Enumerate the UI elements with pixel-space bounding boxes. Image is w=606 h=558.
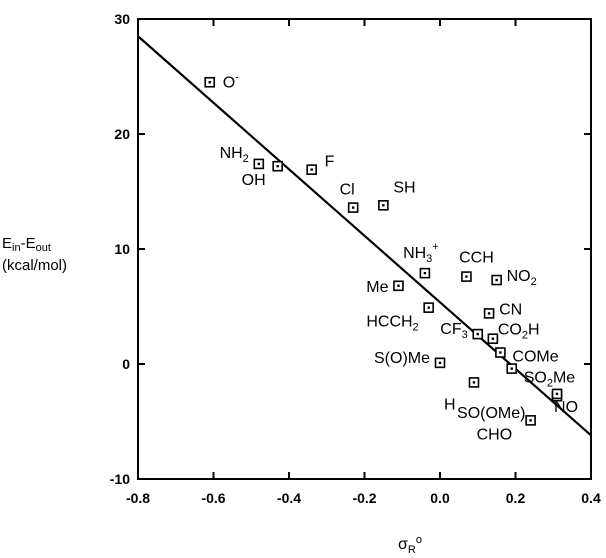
point-label: SO2Me: [524, 370, 576, 390]
y-tick-label: 0: [122, 356, 130, 372]
data-point-center: [438, 361, 442, 365]
data-point-center: [208, 81, 211, 84]
x-tick-label: 0.2: [506, 490, 526, 506]
y-axis-label-in-sub: in: [12, 242, 21, 254]
data-point-center: [529, 419, 532, 422]
point-label: F: [325, 154, 335, 171]
data-point-center: [351, 206, 355, 209]
point-label: O-: [223, 71, 239, 91]
data-point-center: [310, 168, 313, 171]
point-label: NH3+: [403, 241, 439, 265]
x-axis-label: σRo: [398, 534, 422, 556]
point-label: Cl: [340, 182, 355, 199]
point-label: HCCH2: [366, 314, 418, 334]
point-label: SH: [393, 179, 415, 196]
data-point-center: [472, 381, 476, 384]
data-point-center: [465, 275, 468, 278]
point-label: Me: [366, 279, 388, 296]
data-point-center: [491, 337, 495, 340]
data-point-center: [423, 271, 427, 275]
y-tick-label: 10: [114, 241, 130, 257]
data-point-center: [427, 306, 430, 309]
y-axis-label-e-in: E: [2, 235, 13, 252]
data-point-center: [276, 165, 279, 168]
point-label: H: [444, 396, 456, 413]
data-point-center: [487, 312, 491, 315]
point-label: S(O)Me: [374, 350, 430, 367]
point-label: CCH: [459, 250, 494, 267]
y-axis-label-e-out: -E: [20, 235, 36, 252]
point-label: CN: [499, 301, 522, 318]
data-point-center: [476, 332, 479, 336]
point-label: NO: [554, 399, 578, 416]
point-label: SO(OMe): [457, 405, 525, 422]
x-tick-label: -0.4: [277, 490, 301, 506]
data-point-center: [499, 351, 502, 354]
x-axis-label-sub: R: [407, 544, 416, 556]
y-axis-label-out-sub: out: [35, 242, 51, 254]
point-label: NH2: [220, 145, 249, 165]
y-axis-label-units: (kcal/mol): [2, 257, 68, 274]
data-point-center: [495, 278, 498, 282]
x-tick-label: -0.8: [126, 490, 150, 506]
x-tick-label: 0.0: [430, 490, 450, 506]
x-tick-label: 0.4: [581, 490, 601, 506]
point-label: CHO: [477, 426, 513, 443]
x-axis-label-sigma: σ: [398, 536, 408, 553]
data-point-center: [382, 204, 385, 207]
y-tick-label: -10: [110, 471, 130, 487]
y-tick-label: 30: [114, 11, 130, 27]
data-point-center: [257, 162, 260, 166]
point-label: OH: [242, 172, 266, 189]
x-tick-label: -0.6: [201, 490, 225, 506]
point-label: COMe: [512, 349, 558, 366]
data-point-center: [510, 367, 513, 370]
point-label: NO2: [507, 268, 537, 288]
x-axis-label-sup: o: [415, 534, 422, 546]
data-point-center: [397, 284, 400, 287]
data-point-center: [555, 392, 559, 396]
x-tick-label: -0.2: [352, 490, 376, 506]
y-tick-label: 20: [114, 126, 130, 142]
y-axis-label: Ein-Eout (kcal/mol): [2, 235, 67, 274]
point-label: CF3: [440, 321, 467, 341]
point-label: CO2H: [498, 322, 540, 342]
